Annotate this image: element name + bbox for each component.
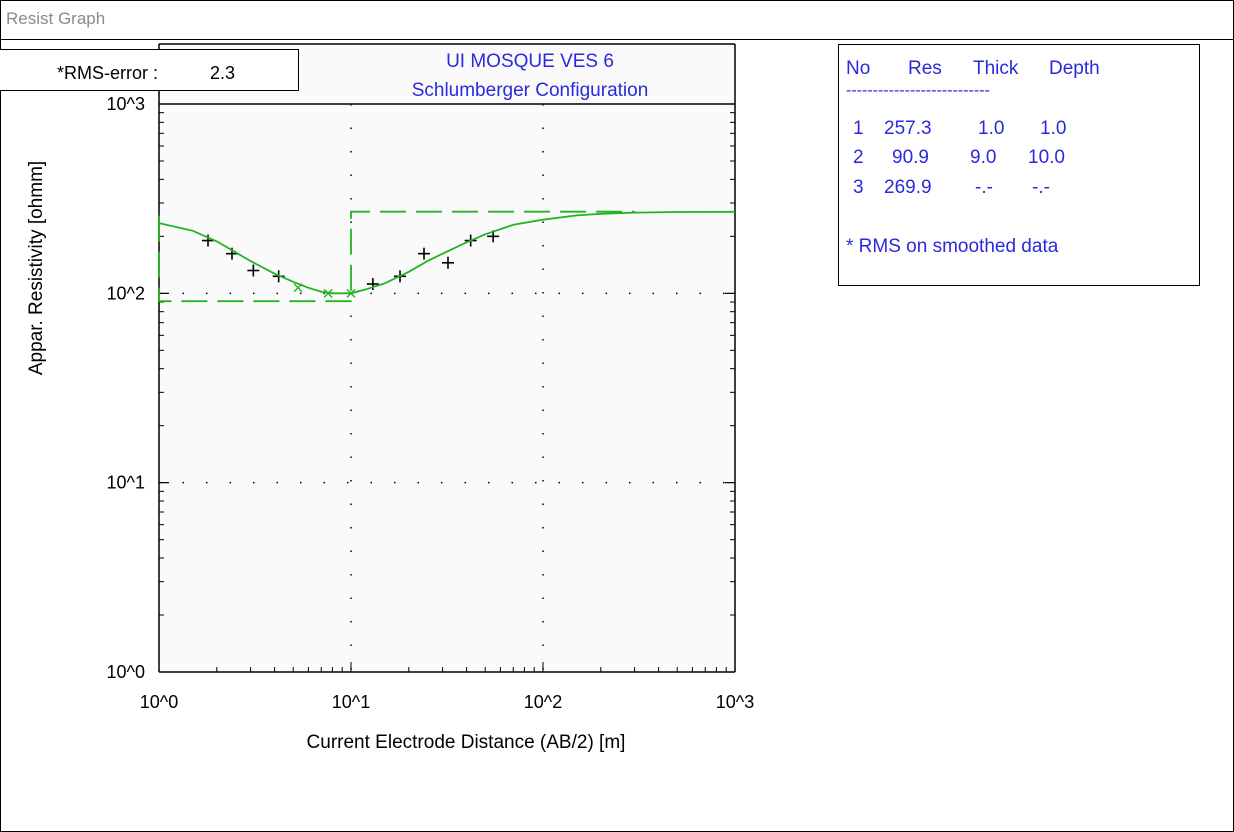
row3-res: 269.9: [884, 177, 932, 198]
measured-point: [441, 256, 454, 269]
header-no: No: [846, 58, 871, 79]
row1-depth: 1.0: [1040, 118, 1067, 139]
x-tick-label: 10^2: [524, 692, 562, 712]
rms-error-value: 2.3: [210, 63, 236, 83]
row2-res: 90.9: [892, 147, 929, 168]
y-tick-label: 10^1: [107, 473, 145, 493]
row2-thick: 9.0: [970, 147, 997, 168]
x-tick-label: 10^0: [140, 692, 178, 712]
row2-depth: 10.0: [1028, 147, 1065, 168]
x-tick-label: 10^3: [716, 692, 754, 712]
header-depth: Depth: [1049, 58, 1100, 79]
fitted-curve: [158, 210, 736, 295]
row3-depth: -.-: [1032, 177, 1050, 198]
rms-error-label: *RMS-error :: [57, 63, 159, 83]
window-title: Resist Graph: [6, 9, 106, 28]
plot-area-background: [159, 44, 735, 672]
header-thick: Thick: [973, 58, 1019, 79]
y-tick-label: 10^2: [107, 283, 145, 303]
row1-res: 257.3: [884, 118, 932, 139]
rms-error-box: [0, 49, 299, 91]
y-tick-label: 10^3: [107, 94, 145, 114]
y-tick-label: 10^0: [107, 662, 145, 682]
row2-no: 2: [853, 147, 864, 168]
layer-table-box: [838, 44, 1200, 286]
rms-note: * RMS on smoothed data: [846, 236, 1059, 257]
chart-subtitle: Schlumberger Configuration: [411, 80, 649, 101]
table-separator: ---------------------------: [846, 82, 990, 99]
x-axis-label: Current Electrode Distance (AB/2) [m]: [307, 732, 626, 753]
row3-no: 3: [853, 177, 864, 198]
measured-point: [418, 247, 431, 260]
y-axis-label: Appar. Resistivity [ohmm]: [26, 161, 47, 375]
measured-point: [247, 264, 260, 277]
row3-thick: -.-: [975, 177, 993, 198]
row1-thick: 1.0: [978, 118, 1005, 139]
x-tick-label: 10^1: [332, 692, 370, 712]
title-bar[interactable]: Resist Graph: [1, 1, 1233, 40]
chart-title: UI MOSQUE VES 6: [446, 51, 614, 72]
row1-no: 1: [853, 118, 864, 139]
layer-model-line: [158, 210, 635, 303]
header-res: Res: [908, 58, 942, 79]
